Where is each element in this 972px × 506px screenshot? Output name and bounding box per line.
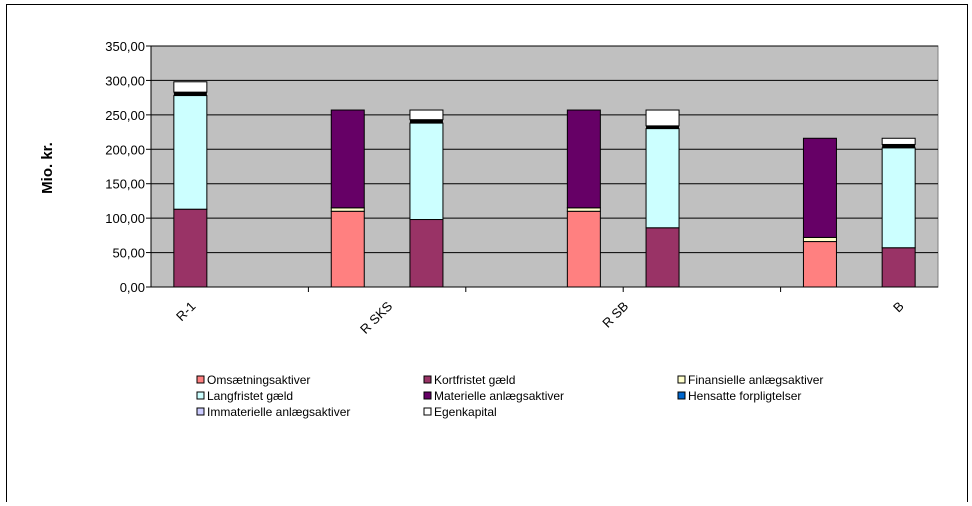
bar-segment — [174, 96, 207, 210]
bar-segment — [331, 208, 364, 211]
bar-segment — [331, 110, 364, 208]
bar-segment — [803, 138, 836, 237]
legend-label: Immaterielle anlægsaktiver — [207, 405, 350, 419]
bar-segment — [882, 138, 915, 144]
bar-segment — [646, 129, 679, 228]
legend-swatch — [424, 392, 431, 399]
legend-label: Egenkapital — [434, 405, 497, 419]
legend-label: Omsætningsaktiver — [207, 373, 310, 387]
legend-label: Langfristet gæld — [207, 389, 293, 403]
bar-segment — [882, 248, 915, 287]
legend-swatch — [197, 376, 204, 383]
bar-segment — [410, 220, 443, 287]
bar-segment — [174, 82, 207, 92]
legend-swatch — [197, 392, 204, 399]
legend-swatch — [197, 408, 204, 415]
legend-swatch — [424, 376, 431, 383]
bar-segment — [646, 228, 679, 287]
y-tick-label: 150,00 — [105, 177, 145, 192]
y-tick-label: 0,00 — [120, 280, 145, 295]
bar-segment — [331, 211, 364, 287]
legend-label: Finansielle anlægsaktiver — [688, 373, 823, 387]
legend-swatch — [678, 392, 685, 399]
bar-segment — [567, 208, 600, 211]
y-tick-label: 350,00 — [105, 39, 145, 54]
y-tick-label: 250,00 — [105, 108, 145, 123]
x-tick-label: R SB — [599, 299, 631, 331]
y-axis-label: Mio. kr. — [39, 142, 56, 194]
bar-segment — [882, 144, 915, 147]
bar-segment — [174, 92, 207, 95]
x-tick-label: B — [890, 299, 907, 316]
legend-swatch — [424, 408, 431, 415]
bar-segment — [410, 120, 443, 123]
bar-segment — [410, 123, 443, 219]
y-tick-label: 100,00 — [105, 211, 145, 226]
x-tick-label: R-1 — [173, 299, 198, 324]
x-tick-label: R SKS — [357, 298, 395, 336]
legend-label: Materielle anlægsaktiver — [434, 389, 564, 403]
bar-segment — [882, 148, 915, 248]
bar-segment — [410, 110, 443, 120]
y-tick-label: 50,00 — [112, 246, 145, 261]
y-tick-label: 200,00 — [105, 142, 145, 157]
bar-segment — [567, 211, 600, 287]
legend-label: Kortfristet gæld — [434, 373, 515, 387]
y-tick-label: 300,00 — [105, 73, 145, 88]
bar-segment — [567, 110, 600, 208]
legend-swatch — [678, 376, 685, 383]
bar-segment — [803, 237, 836, 241]
bar-segment — [803, 242, 836, 287]
legend-label: Hensatte forpligtelser — [688, 389, 801, 403]
bar-segment — [646, 110, 679, 126]
bar-segment — [174, 209, 207, 287]
